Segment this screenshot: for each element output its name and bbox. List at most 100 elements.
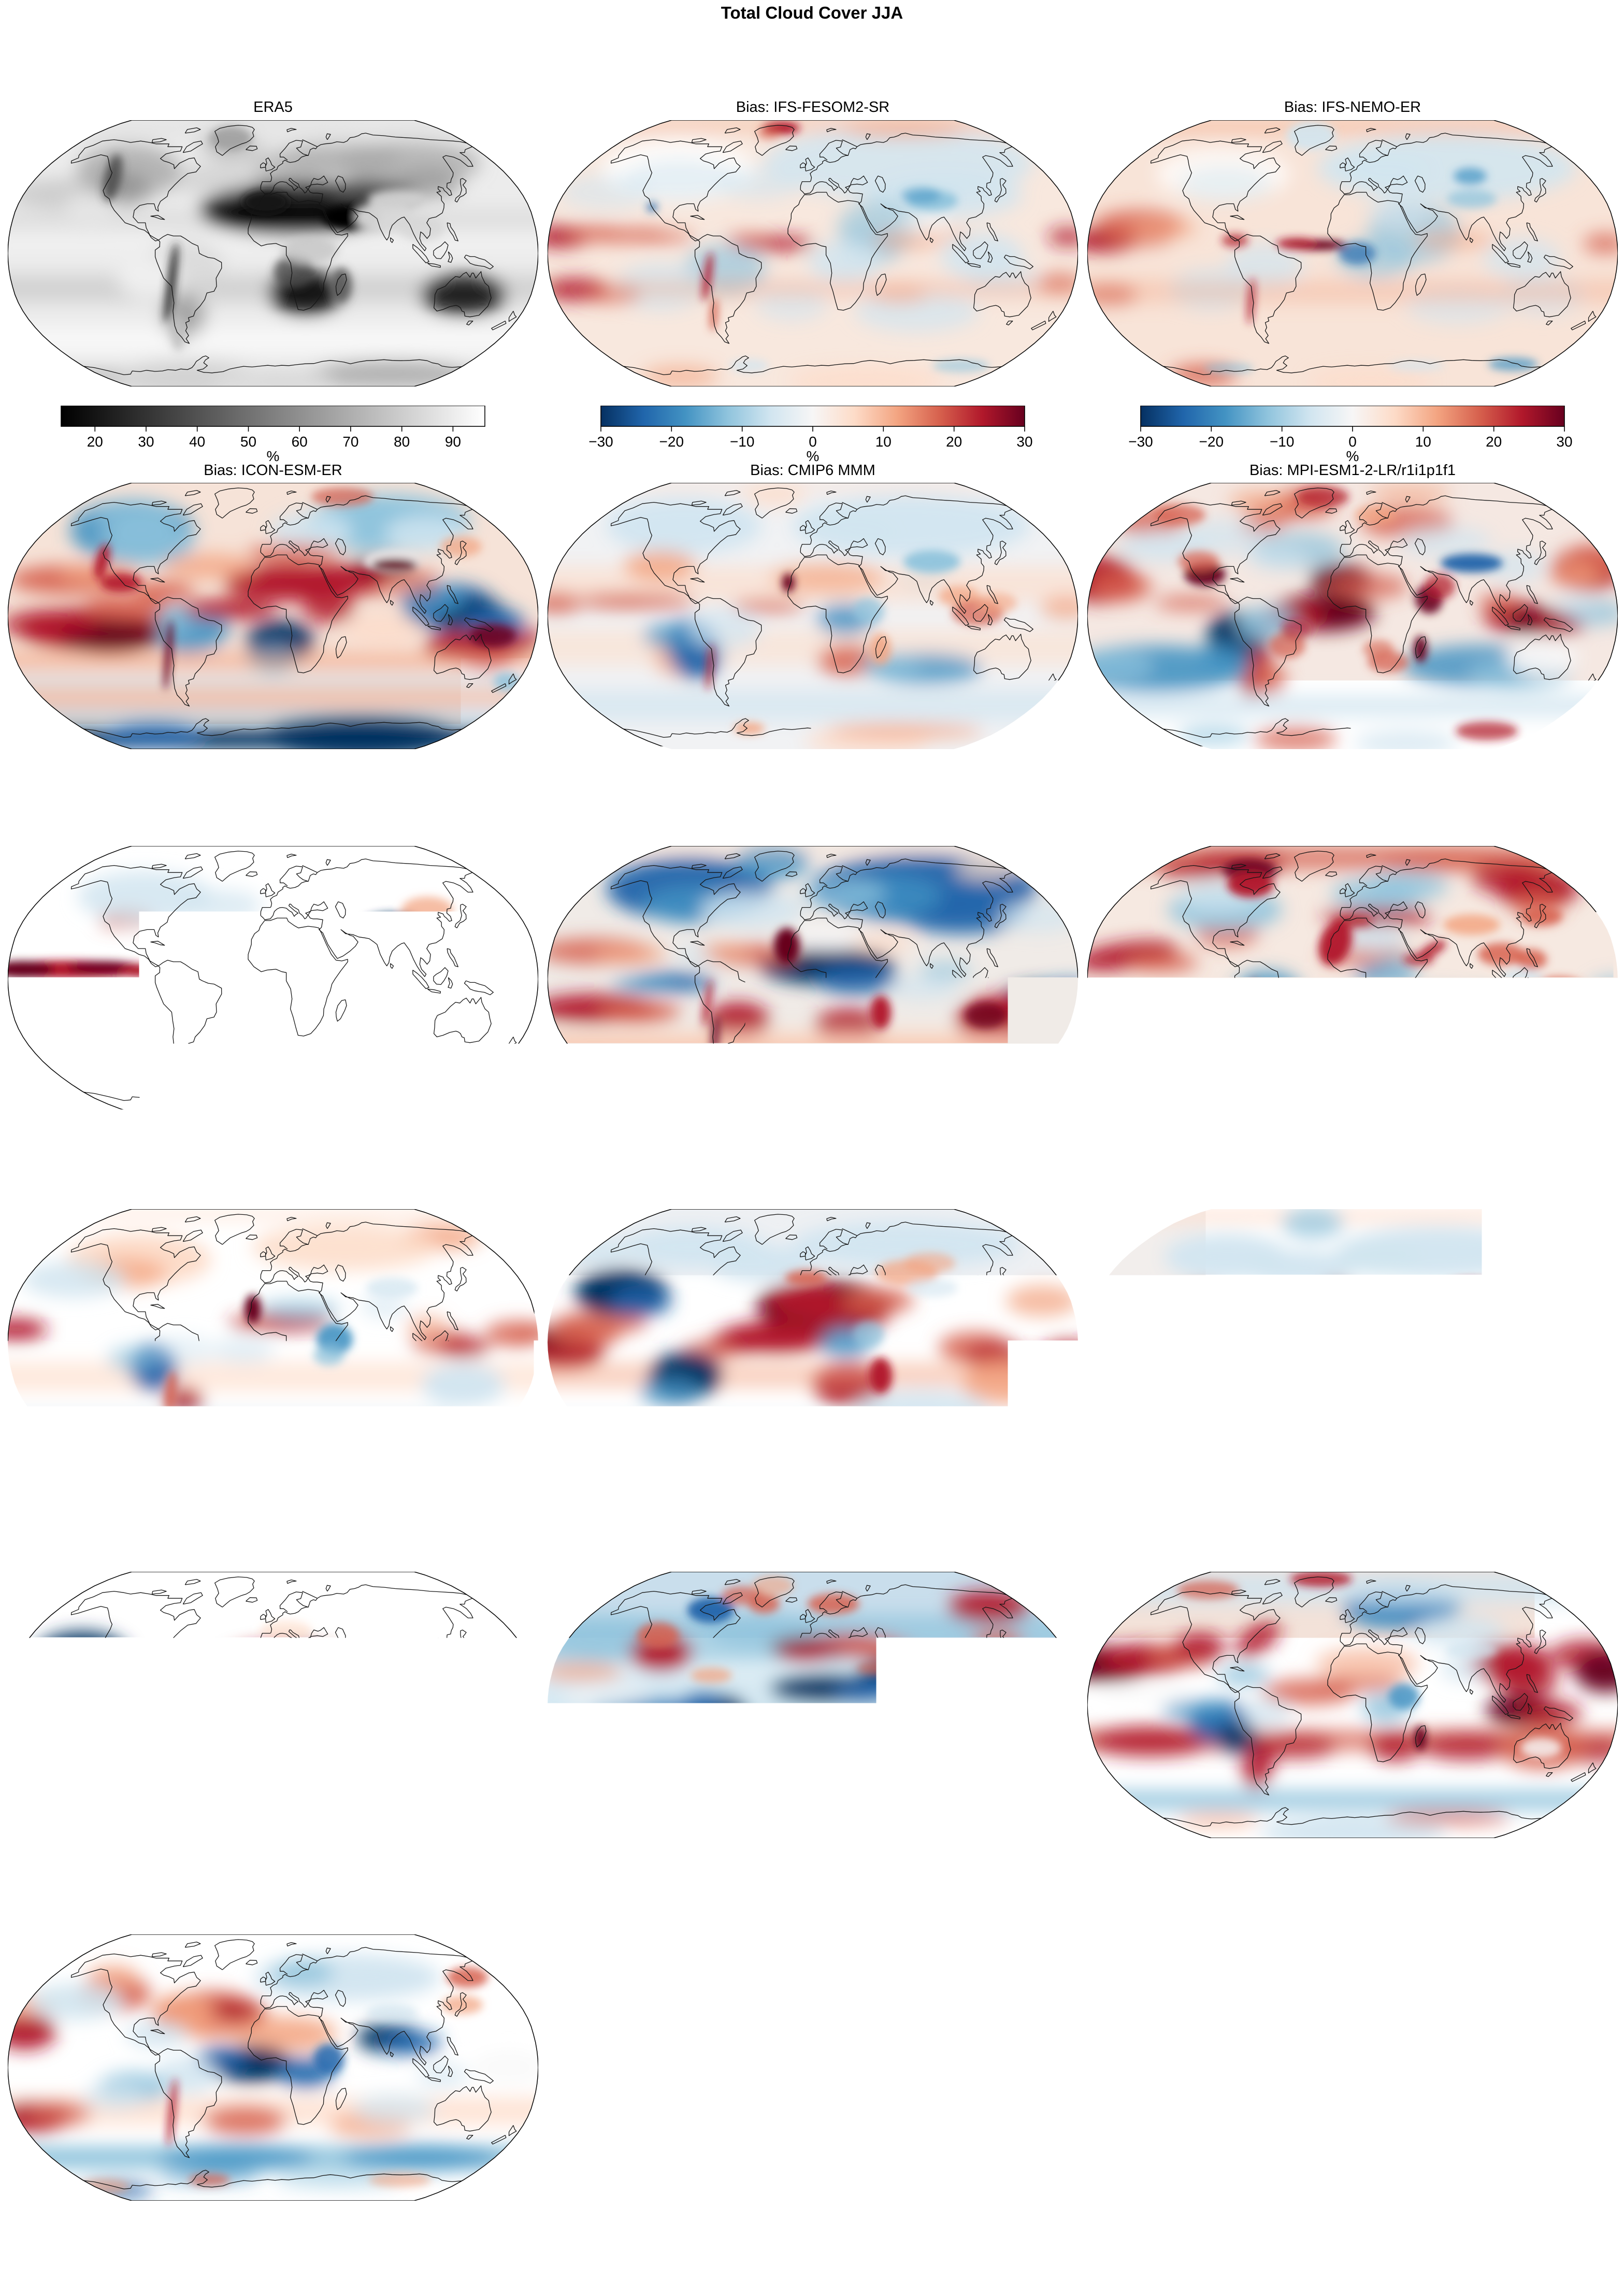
svg-text:20: 20 [406,797,422,813]
svg-text:%: % [807,1174,820,1188]
svg-text:10: 10 [875,1522,892,1538]
svg-text:−30: −30 [1128,1522,1153,1538]
svg-text:30: 30 [1016,1522,1032,1538]
svg-text:10: 10 [336,1159,352,1175]
svg-text:%: % [807,448,820,463]
svg-text:−30: −30 [588,1885,613,1901]
svg-text:60: 60 [292,434,308,450]
svg-text:−10: −10 [190,2248,215,2264]
svg-text:20: 20 [87,434,103,450]
svg-text:−10: −10 [190,797,215,813]
svg-text:−10: −10 [730,434,755,450]
svg-text:30: 30 [477,1159,493,1175]
svg-text:0: 0 [1348,797,1357,813]
svg-text:10: 10 [336,2248,352,2264]
svg-text:40: 40 [189,434,205,450]
svg-text:%: % [1346,1537,1359,1551]
svg-text:30: 30 [1556,797,1572,813]
svg-text:10: 10 [336,1522,352,1538]
svg-text:−10: −10 [1270,1159,1295,1175]
svg-text:20: 20 [1486,434,1502,450]
svg-text:%: % [1346,448,1359,463]
svg-text:−30: −30 [49,1522,74,1538]
svg-text:%: % [267,1174,280,1188]
svg-text:−20: −20 [659,1522,684,1538]
svg-text:30: 30 [477,2248,493,2264]
svg-text:20: 20 [1486,1885,1502,1901]
svg-text:0: 0 [269,797,277,813]
svg-text:30: 30 [138,434,154,450]
svg-text:−30: −30 [1128,797,1153,813]
svg-text:30: 30 [477,797,493,813]
svg-text:20: 20 [1486,797,1502,813]
svg-text:20: 20 [1486,1159,1502,1175]
svg-text:0: 0 [809,434,817,450]
svg-text:70: 70 [342,434,358,450]
svg-text:−30: −30 [49,1885,74,1901]
svg-text:−10: −10 [730,1885,755,1901]
svg-text:−20: −20 [1199,1522,1224,1538]
svg-text:10: 10 [1415,1885,1431,1901]
svg-text:−30: −30 [49,2248,74,2264]
svg-text:0: 0 [1348,1522,1357,1538]
svg-text:−30: −30 [588,1522,613,1538]
svg-text:−30: −30 [1128,1885,1153,1901]
svg-text:30: 30 [1556,1522,1572,1538]
svg-text:10: 10 [336,1885,352,1901]
svg-text:10: 10 [1415,797,1431,813]
svg-text:−20: −20 [120,1885,144,1901]
svg-text:−10: −10 [730,1159,755,1175]
svg-text:20: 20 [946,1885,962,1901]
svg-text:10: 10 [1415,434,1431,450]
svg-text:10: 10 [875,434,892,450]
svg-text:0: 0 [269,1885,277,1901]
svg-text:0: 0 [809,1159,817,1175]
svg-text:−10: −10 [730,797,755,813]
svg-text:−30: −30 [1128,1159,1153,1175]
svg-text:0: 0 [1348,1159,1357,1175]
svg-text:0: 0 [1348,434,1357,450]
svg-text:%: % [807,1900,820,1914]
svg-text:20: 20 [406,1522,422,1538]
svg-text:−20: −20 [120,2248,144,2264]
svg-text:20: 20 [946,434,962,450]
svg-text:20: 20 [406,1159,422,1175]
svg-text:−10: −10 [1270,797,1295,813]
svg-text:30: 30 [1016,1159,1032,1175]
svg-text:10: 10 [1415,1159,1431,1175]
svg-text:%: % [807,811,820,826]
svg-text:0: 0 [809,1522,817,1538]
svg-text:−20: −20 [1199,797,1224,813]
svg-text:−20: −20 [120,1522,144,1538]
svg-text:30: 30 [477,1522,493,1538]
svg-text:20: 20 [946,1159,962,1175]
svg-text:20: 20 [406,2248,422,2264]
svg-text:−10: −10 [190,1885,215,1901]
svg-text:−10: −10 [190,1159,215,1175]
svg-text:%: % [267,448,280,463]
svg-text:0: 0 [269,2248,277,2264]
svg-text:30: 30 [477,1885,493,1901]
svg-text:10: 10 [875,1885,892,1901]
svg-text:90: 90 [445,434,461,450]
svg-text:%: % [267,811,280,826]
svg-text:0: 0 [1348,1885,1357,1901]
svg-text:−30: −30 [588,434,613,450]
svg-text:−20: −20 [659,1885,684,1901]
svg-text:10: 10 [875,1159,892,1175]
svg-text:−20: −20 [120,797,144,813]
svg-text:−30: −30 [1128,434,1153,450]
svg-text:30: 30 [1556,1159,1572,1175]
svg-text:20: 20 [946,797,962,813]
svg-text:10: 10 [1415,1522,1431,1538]
svg-text:%: % [1346,1174,1359,1188]
svg-text:−10: −10 [190,1522,215,1538]
svg-text:−20: −20 [659,1159,684,1175]
svg-text:−10: −10 [730,1522,755,1538]
svg-text:20: 20 [1486,1522,1502,1538]
svg-text:30: 30 [1556,434,1572,450]
svg-text:30: 30 [1556,1885,1572,1901]
svg-text:30: 30 [1016,797,1032,813]
svg-text:20: 20 [946,1522,962,1538]
svg-text:−20: −20 [659,797,684,813]
